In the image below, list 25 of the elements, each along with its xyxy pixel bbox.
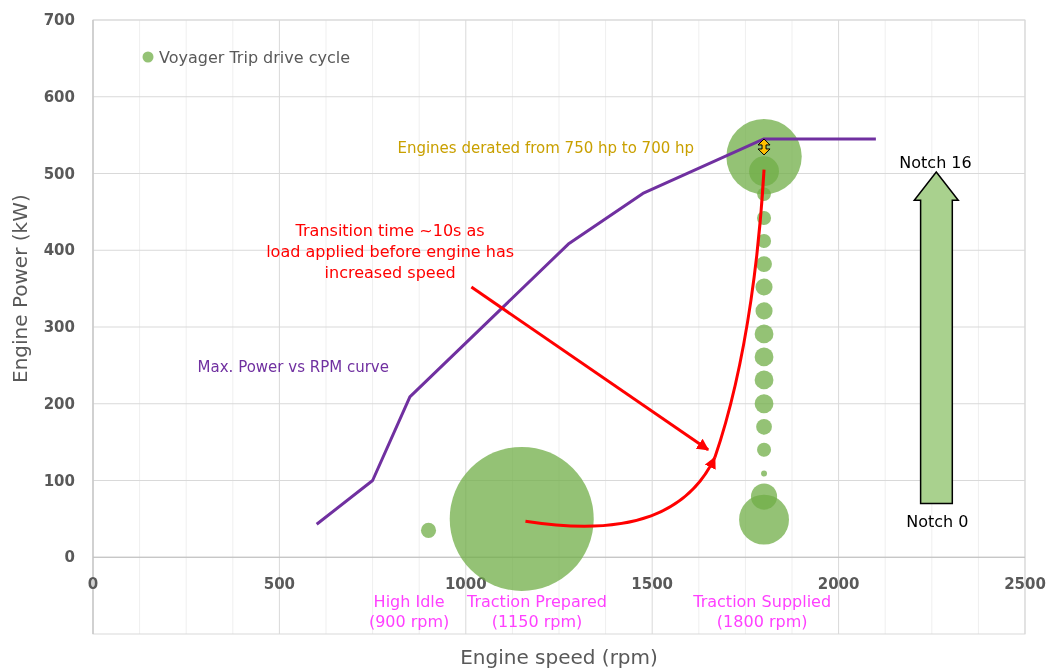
annotation: Notch 0 (906, 512, 969, 532)
y-axis-title: Engine Power (kW) (8, 194, 32, 383)
annotation: High Idle (900 rpm) (368, 592, 450, 632)
x-tick-label: 1500 (631, 575, 674, 594)
x-tick-label: 0 (87, 575, 99, 594)
y-tick-label: 700 (43, 11, 75, 29)
series-label: Max. Power vs RPM curve (197, 357, 389, 376)
y-tick-label: 600 (43, 87, 75, 106)
y-tick-label: 100 (43, 471, 75, 490)
y-tick-label: 400 (43, 241, 75, 260)
x-tick-label: 2500 (1004, 575, 1046, 594)
annotation: Notch 16 (899, 153, 972, 173)
annotation: Transition time ~10s as load applied before engine has increased speed (266, 221, 515, 283)
legend-label: Voyager Trip drive cycle (159, 48, 351, 67)
y-tick-label: 0 (64, 548, 75, 567)
annotation: Traction Prepared (1150 rpm) (466, 592, 607, 632)
annotation: Traction Supplied (1800 rpm) (692, 592, 832, 632)
y-tick-label: 200 (43, 394, 75, 413)
x-tick-label: 2000 (817, 575, 860, 594)
annotation: Engines derated from 750 hp to 700 hp (397, 138, 695, 157)
x-axis-title: Engine speed (rpm) (460, 645, 658, 668)
x-tick-label: 500 (263, 575, 296, 594)
y-tick-label: 300 (43, 318, 75, 336)
y-tick-label: 500 (43, 164, 75, 183)
x-tick-label: 1000 (444, 575, 487, 594)
